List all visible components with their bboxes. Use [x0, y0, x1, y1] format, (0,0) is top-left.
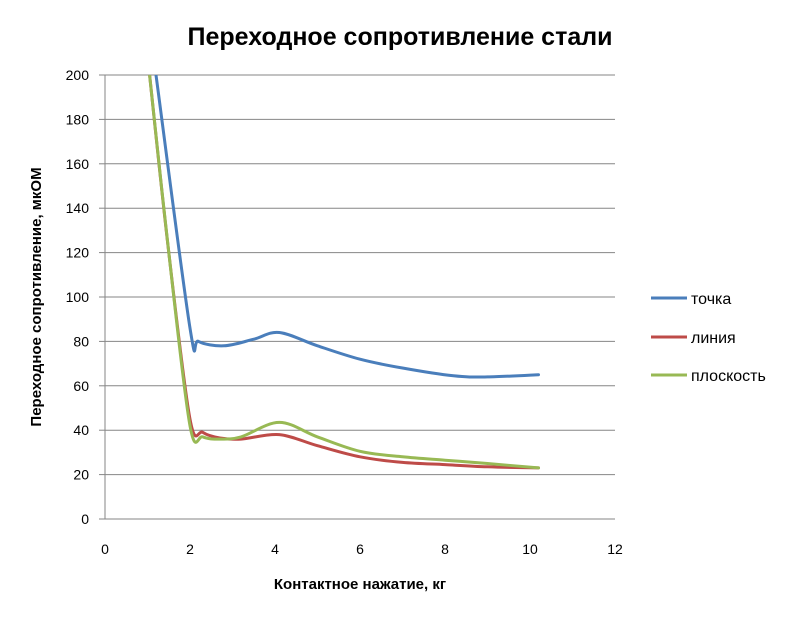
- y-tick-label: 20: [73, 467, 89, 483]
- series-line-ploskost: [148, 75, 540, 470]
- y-tick-label: 80: [73, 333, 89, 349]
- legend-label-0: точка: [691, 291, 731, 308]
- y-tick-label: 0: [81, 511, 89, 527]
- x-tick-label: 10: [522, 541, 538, 557]
- tick-labels: 0 20 40 60 80 100 120 140 160 180 200 0 2 4 6 8 10 12: [66, 67, 623, 557]
- x-tick-label: 4: [271, 541, 279, 557]
- y-tick-label: 120: [66, 245, 90, 261]
- x-tick-label: 2: [186, 541, 194, 557]
- axes: [99, 74, 615, 520]
- plot-area: [148, 75, 540, 470]
- y-tick-label: 200: [66, 67, 90, 83]
- y-axis-title: Переходное сопротивление, мкОМ: [28, 167, 45, 426]
- x-tick-label: 8: [441, 541, 449, 557]
- legend-label-2: плоскость: [691, 368, 766, 385]
- y-tick-label: 180: [66, 111, 90, 127]
- y-tick-label: 40: [73, 422, 89, 438]
- x-tick-label: 0: [101, 541, 109, 557]
- legend-label-1: линия: [691, 330, 736, 347]
- x-tick-label: 6: [356, 541, 364, 557]
- chart-title: Переходное сопротивление стали: [188, 23, 613, 51]
- x-tick-label: 12: [607, 541, 623, 557]
- series-line-tochka: [154, 75, 540, 379]
- y-tick-label: 100: [66, 289, 90, 305]
- y-tick-label: 160: [66, 156, 90, 172]
- series-line-liniya: [148, 75, 540, 470]
- y-tick-label: 140: [66, 200, 90, 216]
- y-tick-label: 60: [73, 378, 89, 394]
- legend: точка линия плоскость: [651, 291, 766, 385]
- x-axis-title: Контактное нажатие, кг: [274, 576, 446, 593]
